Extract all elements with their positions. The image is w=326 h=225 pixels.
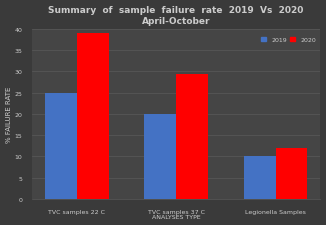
Title: Summary  of  sample  failure  rate  2019  Vs  2020
April-October: Summary of sample failure rate 2019 Vs 2…	[49, 6, 304, 26]
Bar	[144, 114, 176, 199]
Legend: 2019, 2020: 2019, 2020	[260, 36, 317, 44]
Bar	[77, 34, 109, 199]
Bar	[244, 157, 275, 199]
Bar	[45, 93, 77, 199]
Bar	[275, 148, 307, 199]
Y-axis label: % FAILURE RATE: % FAILURE RATE	[6, 86, 11, 142]
Bar	[176, 74, 208, 199]
